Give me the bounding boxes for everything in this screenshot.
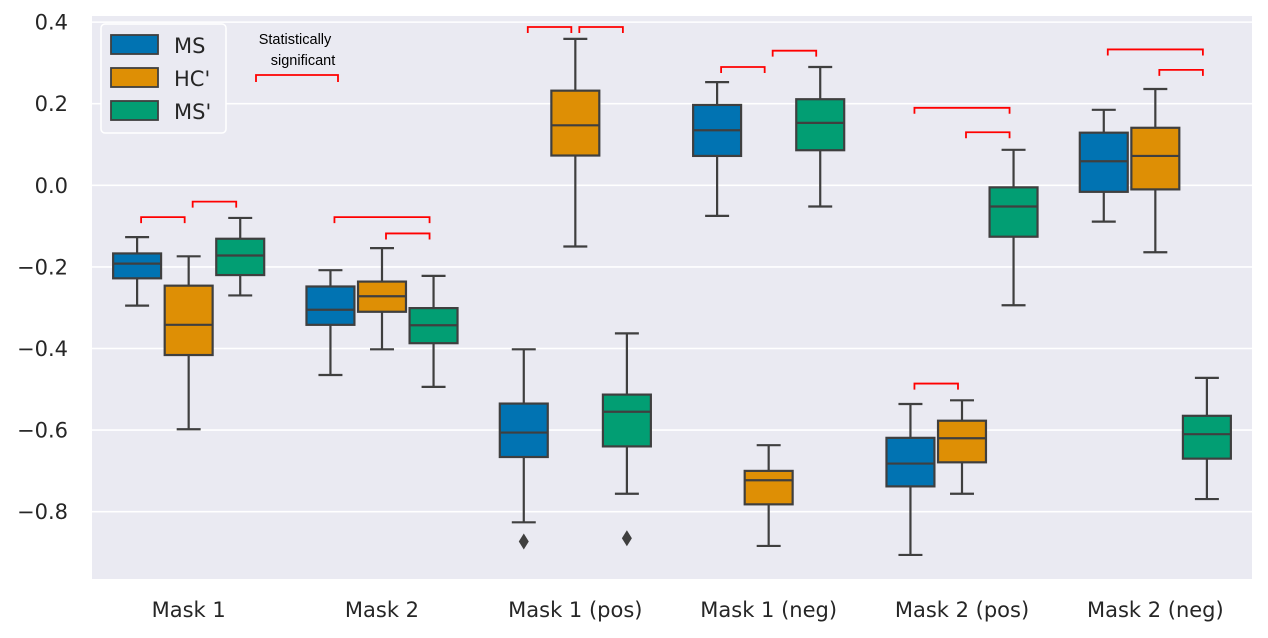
box-group [408,274,459,388]
x-tick-labels: Mask 1 Mask 2 Mask 1 (pos) Mask 1 (neg) Mask… [152,598,1224,622]
box-group [215,216,266,297]
box-group [550,37,601,248]
box [550,89,601,157]
x-tick-label: Mask 1 (neg) [700,598,837,622]
box [305,285,356,326]
x-tick-label: Mask 2 [345,598,419,622]
significance-bracket [333,216,431,224]
box-group [988,148,1039,307]
gridlines [92,21,1252,513]
significance-bracket [913,106,1011,114]
box-groups [112,37,1232,557]
y-tick-label: −0.4 [17,337,68,361]
y-tick-labels: 0.4 0.2 0.0 −0.2 −0.4 −0.6 −0.8 [17,11,68,525]
legend-swatch [110,67,159,88]
significance-brackets [140,26,1204,390]
box [112,252,163,280]
box [795,98,846,152]
significance-bracket [913,382,959,390]
annotation-line2: significant [271,53,335,69]
box [163,284,214,357]
box [215,237,266,277]
box-group [936,399,988,495]
significance-bracket [965,131,1011,139]
box-group [692,80,743,218]
legend-swatch [110,34,159,55]
y-tick-label: −0.8 [17,500,68,524]
box-group [163,255,214,431]
x-tick-label: Mask 1 [152,598,226,622]
significance-bracket [771,49,818,57]
box-group [1181,376,1232,501]
box-group [112,236,163,307]
box-group [743,444,794,548]
box-group [795,65,846,208]
annotation-line1: Statistically [259,32,332,48]
significance-bracket [1106,48,1204,56]
box [743,469,794,506]
plot-background [92,16,1252,579]
significance-bracket [140,216,186,224]
annotation: Statistically significant [255,32,339,82]
annotation-bracket [255,74,339,82]
box [1130,126,1181,191]
y-tick-label: 0.0 [35,174,68,198]
box-group [1130,87,1181,254]
legend-label: MS' [174,100,211,124]
box-group [1078,108,1129,223]
box-group [305,269,356,377]
significance-bracket [1158,68,1204,76]
legend: MS HC' MS' [100,23,227,134]
significance-bracket [578,26,624,34]
y-tick-label: −0.2 [17,255,68,279]
significance-bracket [191,200,238,208]
significance-bracket [720,66,766,73]
box-group [601,332,652,547]
box-group [498,348,549,550]
y-tick-label: 0.4 [35,11,68,35]
outlier-point [518,533,529,550]
y-tick-label: −0.6 [17,419,68,443]
box [988,186,1039,238]
y-tick-label: 0.2 [35,92,68,116]
significance-bracket [526,26,573,34]
box [1181,414,1232,460]
x-tick-label: Mask 2 (neg) [1087,598,1224,622]
box [885,436,936,488]
box-group [356,247,408,351]
box [936,419,988,464]
legend-label: HC' [174,67,210,91]
outlier-point [621,530,632,547]
box [601,393,652,448]
legend-label: MS [174,34,205,58]
legend-swatch [110,100,159,121]
box-group [885,402,936,557]
x-tick-label: Mask 1 (pos) [508,598,642,622]
box [498,402,549,459]
x-tick-label: Mask 2 (pos) [895,598,1029,622]
significance-bracket [385,232,431,240]
